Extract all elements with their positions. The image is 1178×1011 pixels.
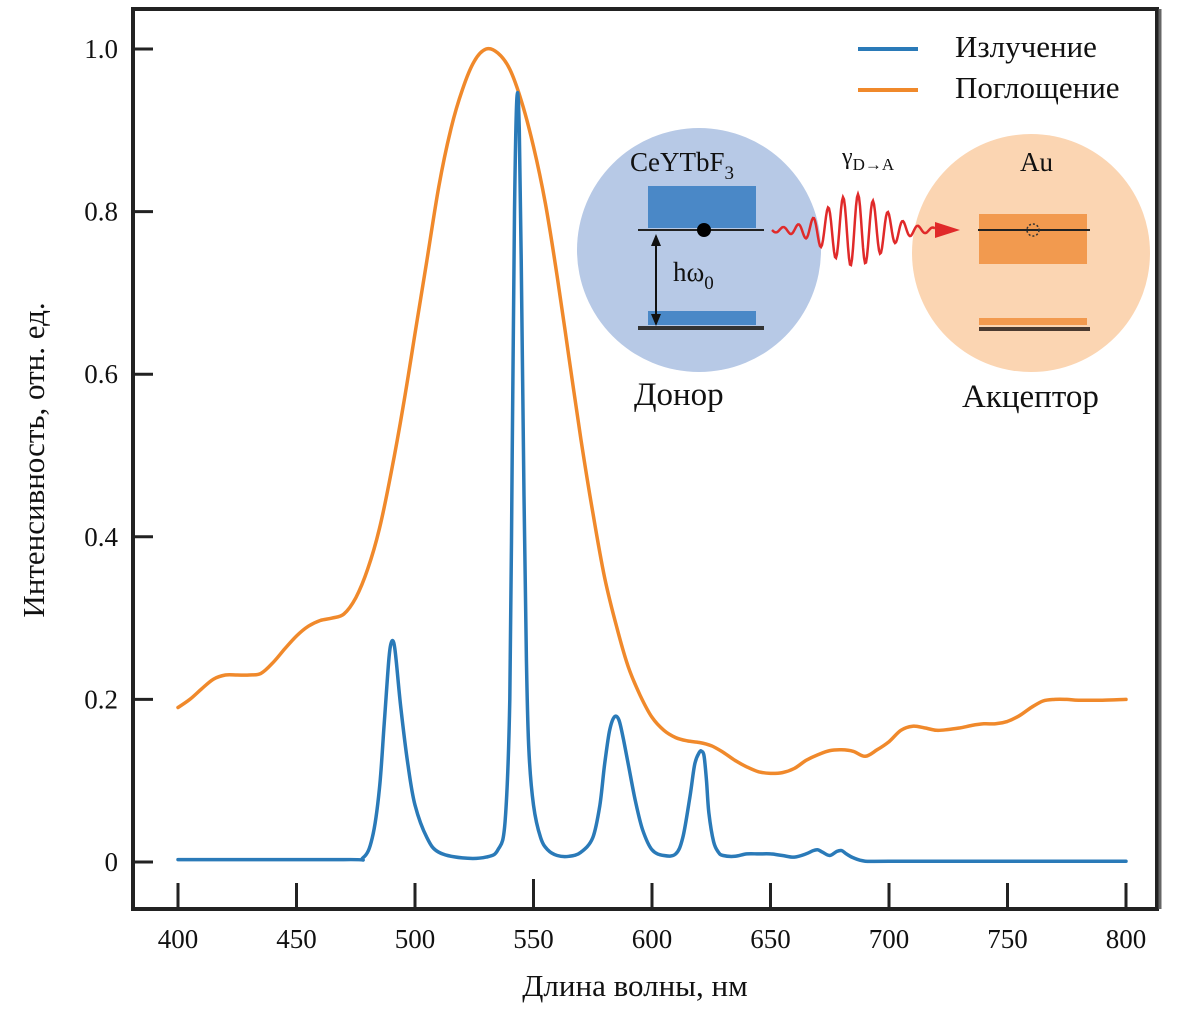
y-tick-label-1: 1.0 (84, 34, 118, 64)
x-tick-label-550: 550 (513, 924, 554, 954)
donor-circle (577, 128, 821, 372)
legend-label-emission: Излучение (955, 29, 1097, 64)
wave-arrowhead (935, 222, 960, 238)
x-tick-label-800: 800 (1106, 924, 1147, 954)
energy-transfer-wave (771, 190, 936, 267)
legend: Излучение Поглощение (858, 29, 1120, 105)
y-tick-label-0.4: 0.4 (84, 522, 118, 552)
acceptor-material-label: Au (1020, 147, 1053, 177)
acceptor-lower-band (979, 318, 1087, 325)
energy-transfer-inset: CeYTbF3 hω0 γD→A Au Донор Акцептор (577, 128, 1150, 415)
y-tick-labels: 0 0.2 0.4 0.6 0.8 1.0 (84, 34, 118, 877)
y-axis-title: Интенсивность, отн. ед. (16, 302, 51, 617)
transfer-rate-label: γD→A (841, 144, 895, 174)
x-tick-label-400: 400 (158, 924, 199, 954)
y-axis-ticks (135, 47, 153, 864)
x-tick-label-650: 650 (750, 924, 791, 954)
series-line-absorption (176, 46, 1128, 776)
acceptor-upper-band (979, 214, 1087, 264)
series-group (176, 46, 1128, 864)
energy-gap-arrowhead-top (651, 234, 661, 246)
plot-frame (131, 7, 1159, 911)
x-tick-labels: 400 450 500 550 600 650 700 750 800 (158, 924, 1147, 954)
donor-label: Донор (634, 377, 724, 413)
y-tick-label-0: 0 (105, 847, 119, 877)
legend-label-absorption: Поглощение (955, 70, 1120, 105)
donor-lower-band (648, 311, 756, 325)
x-tick-label-600: 600 (632, 924, 673, 954)
y-tick-label-0.6: 0.6 (84, 359, 118, 389)
x-tick-label-750: 750 (987, 924, 1028, 954)
energy-gap-label: hω0 (673, 257, 714, 294)
donor-electron (697, 223, 711, 237)
series-line-emission (176, 90, 1128, 864)
x-tick-label-450: 450 (276, 924, 317, 954)
x-axis-title: Длина волны, нм (522, 968, 747, 1003)
energy-gap-arrowhead-bottom (651, 314, 661, 326)
acceptor-label: Акцептор (962, 379, 1099, 415)
x-tick-label-700: 700 (869, 924, 910, 954)
x-axis-ticks (176, 879, 1128, 907)
x-tick-label-500: 500 (395, 924, 436, 954)
donor-upper-band (648, 186, 756, 228)
donor-material-label: CeYTbF3 (630, 147, 734, 184)
y-tick-label-0.8: 0.8 (84, 197, 118, 227)
acceptor-hole (1026, 223, 1040, 237)
y-tick-label-0.2: 0.2 (84, 684, 118, 714)
